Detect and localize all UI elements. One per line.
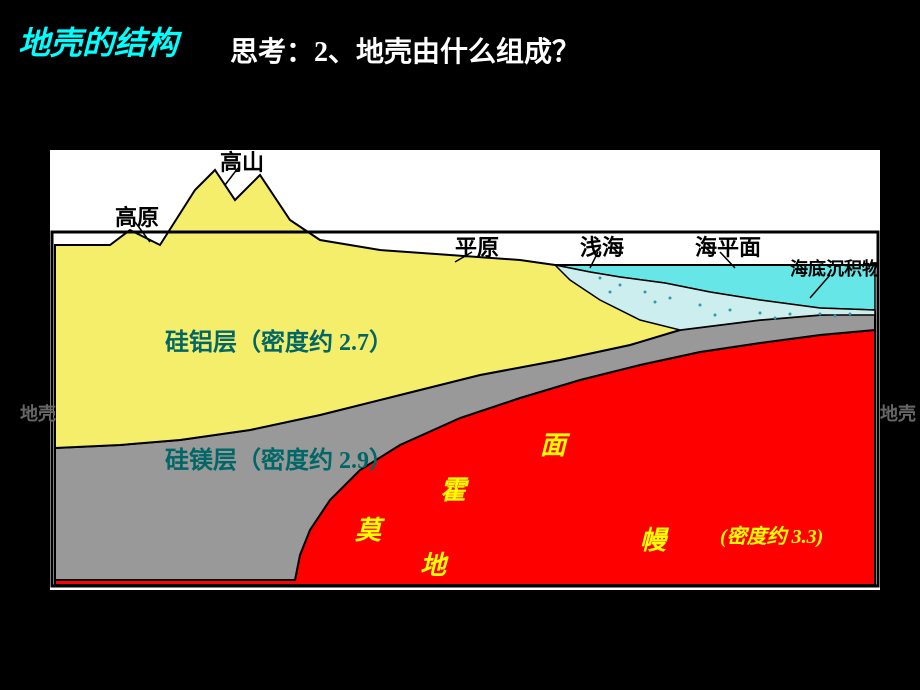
label-haipingmian: 海平面 xyxy=(695,230,761,262)
label-gaoshan: 高山 xyxy=(220,145,264,177)
sial-label: 硅铝层（密度约 2.7） xyxy=(165,322,393,357)
label-haidi: 海底沉积物 xyxy=(790,255,880,281)
label-pingyuan: 平原 xyxy=(455,230,499,262)
label-gaoyuan: 高原 xyxy=(115,200,159,232)
slide-stage: 地壳的结构 思考：2、地壳由什么组成？ 洋壳缺失硅铝层 xyxy=(0,0,920,690)
label-qianhai: 浅海 xyxy=(580,230,624,262)
side-label-left: 地壳 xyxy=(20,400,56,426)
sima-label: 硅镁层（密度约 2.9） xyxy=(165,440,393,475)
crust-diagram xyxy=(0,0,920,690)
moho-char-0: 莫 xyxy=(355,510,381,547)
mantle-density: (密度约 3.3) xyxy=(720,520,823,549)
side-label-right: 地壳 xyxy=(880,400,916,426)
mantle-char-1: 幔 xyxy=(640,520,666,557)
mantle-char-0: 地 xyxy=(420,545,446,582)
moho-char-2: 面 xyxy=(540,425,566,462)
moho-char-1: 霍 xyxy=(440,470,466,507)
